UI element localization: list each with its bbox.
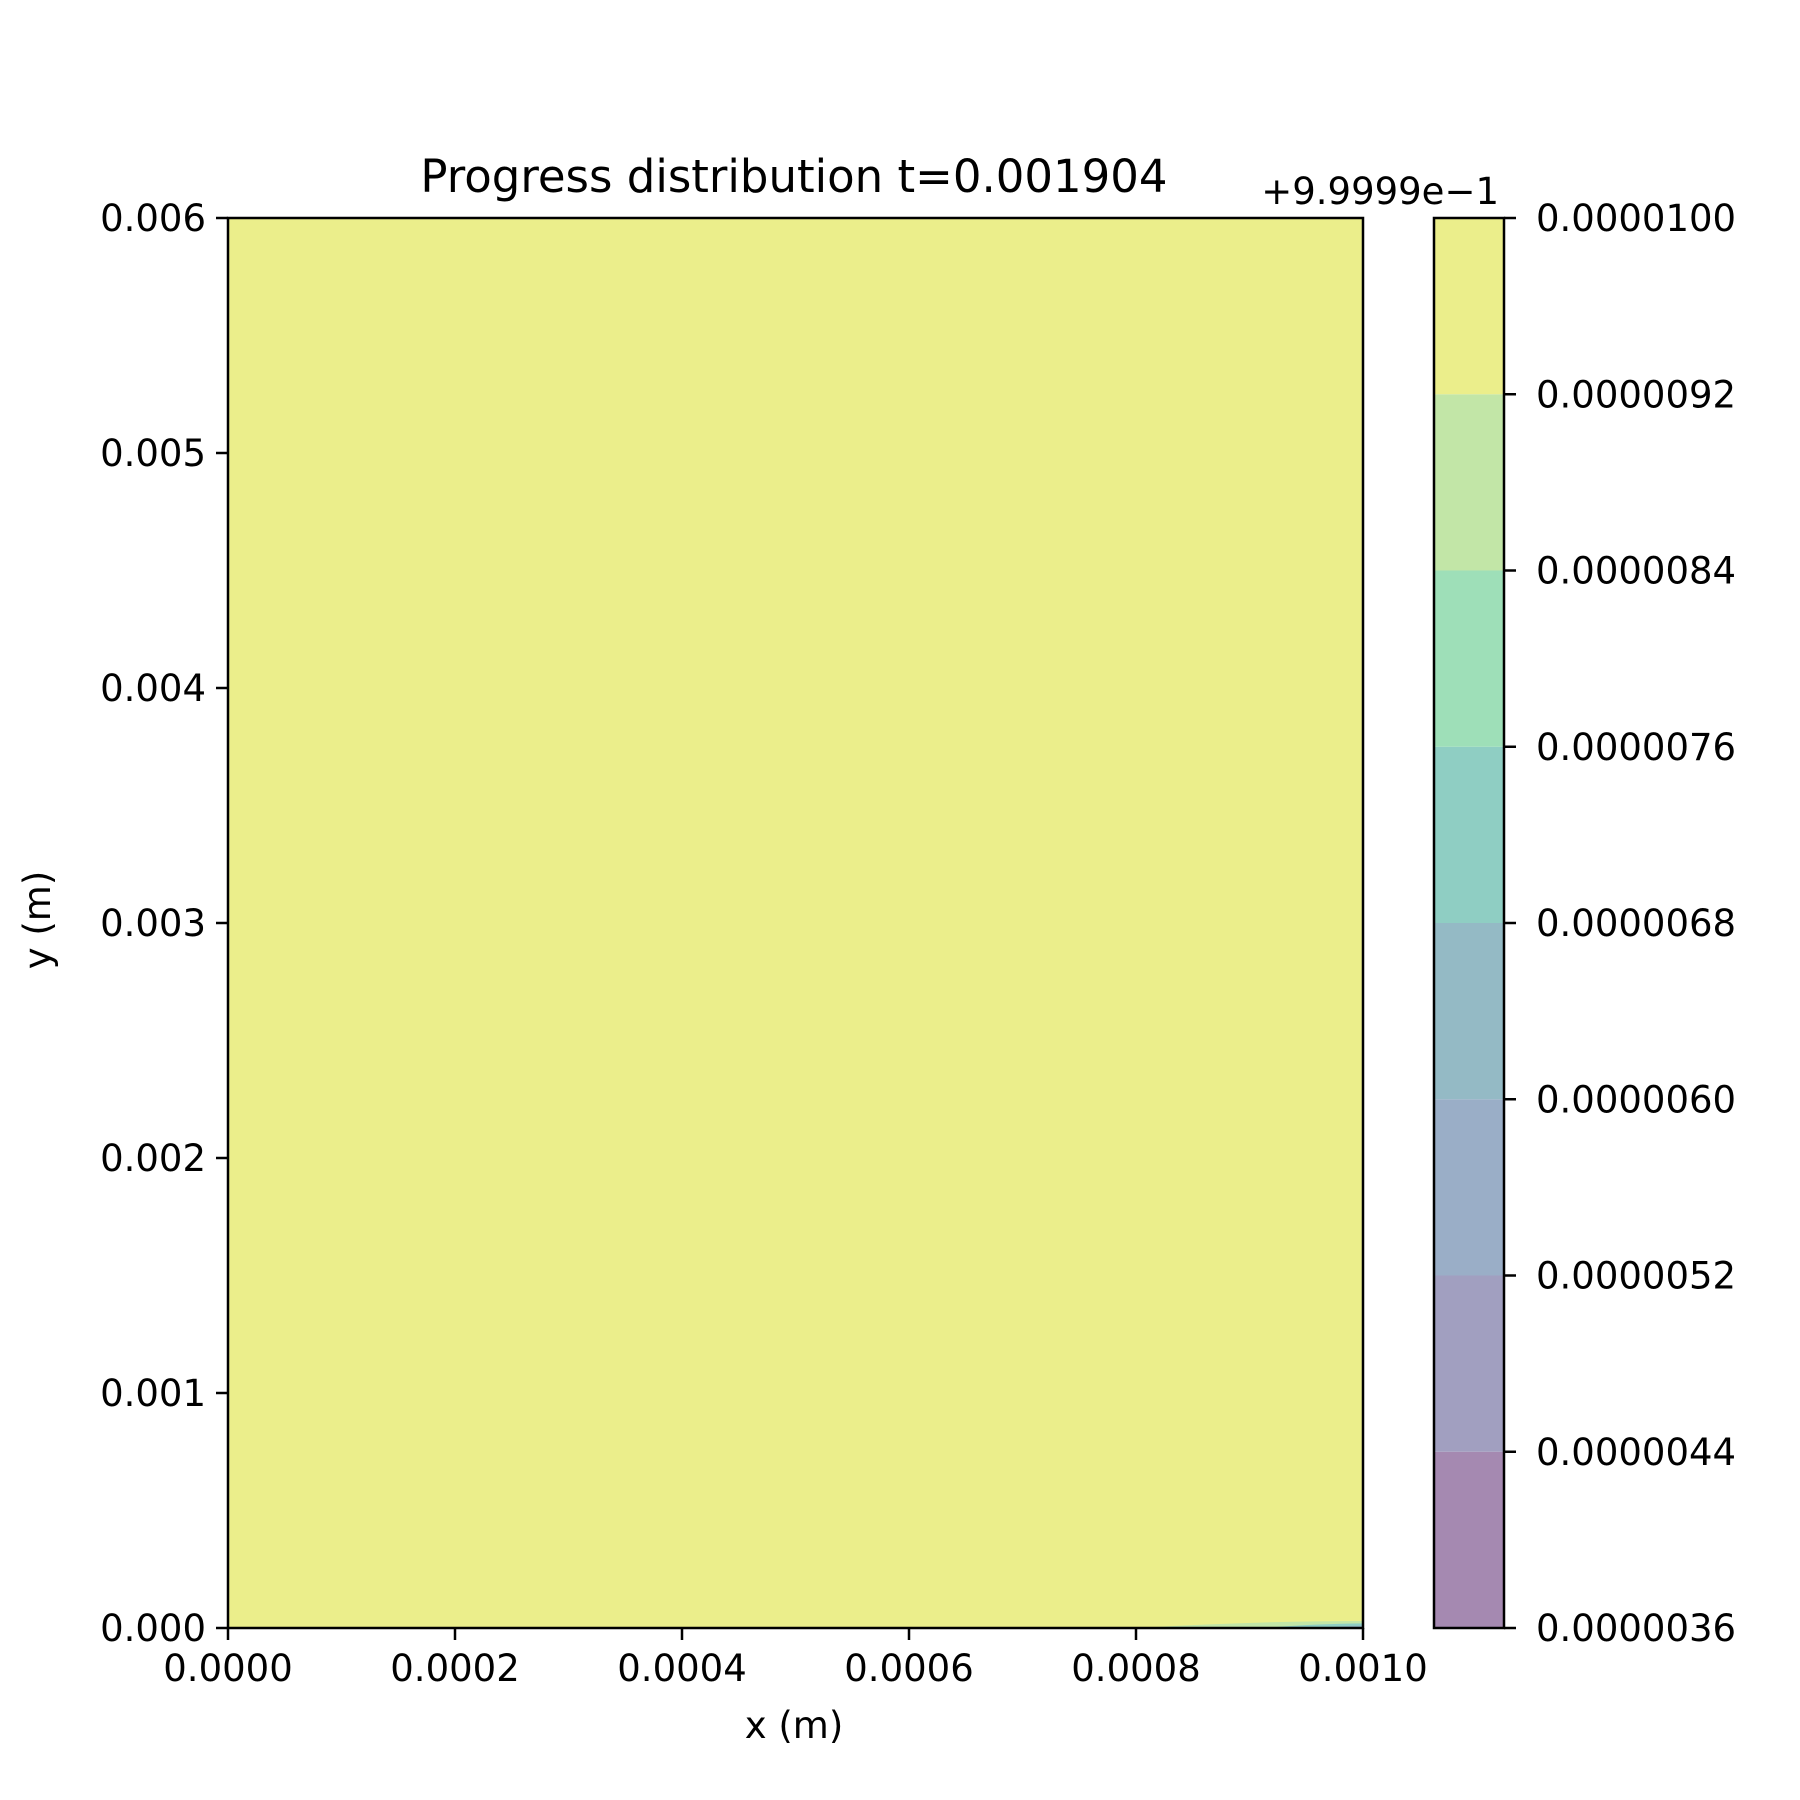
colorbar-ticks: 0.0000036 0.0000044 0.0000052 0.0000060 0.00…: [1504, 197, 1736, 1650]
x-tick-label: 0.0010: [1298, 1647, 1427, 1690]
colorbar-tick-label: 0.0000044: [1536, 1431, 1736, 1474]
x-axis: 0.0000 0.0002 0.0004 0.0006 0.0008 0.0010: [163, 1628, 1428, 1690]
colorbar-tick-label: 0.0000084: [1536, 550, 1736, 593]
colorbar-band: [1434, 570, 1504, 747]
colorbar-band: [1434, 218, 1504, 395]
colorbar-band: [1434, 1275, 1504, 1452]
x-tick-label: 0.0004: [617, 1647, 746, 1690]
y-tick-label: 0.005: [100, 432, 206, 475]
colorbar-offset-label: +9.9999e−1: [1261, 170, 1499, 213]
y-axis: 0.000 0.001 0.002 0.003 0.004 0.005 0.006: [100, 197, 228, 1650]
plot-area: [226, 216, 1365, 1630]
colorbar-band: [1434, 746, 1504, 923]
colorbar-band: [1434, 923, 1504, 1100]
colorbar-band: [1434, 1451, 1504, 1628]
colorbar-bands: [1434, 218, 1504, 1628]
x-tick-label: 0.0008: [1071, 1647, 1200, 1690]
x-tick-label: 0.0000: [163, 1647, 292, 1690]
colorbar-tick-label: 0.0000036: [1536, 1607, 1736, 1650]
y-axis-label: y (m): [16, 871, 59, 970]
x-axis-label: x (m): [745, 1704, 844, 1747]
x-tick-label: 0.0002: [390, 1647, 519, 1690]
colorbar: 0.0000036 0.0000044 0.0000052 0.0000060 0.00…: [1261, 170, 1736, 1650]
x-tick-label: 0.0006: [844, 1647, 973, 1690]
colorbar-tick-label: 0.0000068: [1536, 902, 1736, 945]
colorbar-tick-label: 0.0000076: [1536, 726, 1736, 769]
colorbar-band: [1434, 1099, 1504, 1276]
chart-title: Progress distribution t=0.001904: [420, 150, 1167, 203]
colorbar-tick-label: 0.0000092: [1536, 373, 1736, 416]
y-tick-label: 0.006: [100, 197, 206, 240]
y-tick-label: 0.002: [100, 1137, 206, 1180]
colorbar-band: [1434, 394, 1504, 571]
y-tick-label: 0.000: [100, 1607, 206, 1650]
y-tick-label: 0.001: [100, 1372, 206, 1415]
contour-field: [228, 218, 1363, 1628]
colorbar-tick-label: 0.0000100: [1536, 197, 1736, 240]
y-tick-label: 0.003: [100, 902, 206, 945]
colorbar-tick-label: 0.0000052: [1536, 1255, 1736, 1298]
y-tick-label: 0.004: [100, 667, 206, 710]
colorbar-tick-label: 0.0000060: [1536, 1078, 1736, 1121]
